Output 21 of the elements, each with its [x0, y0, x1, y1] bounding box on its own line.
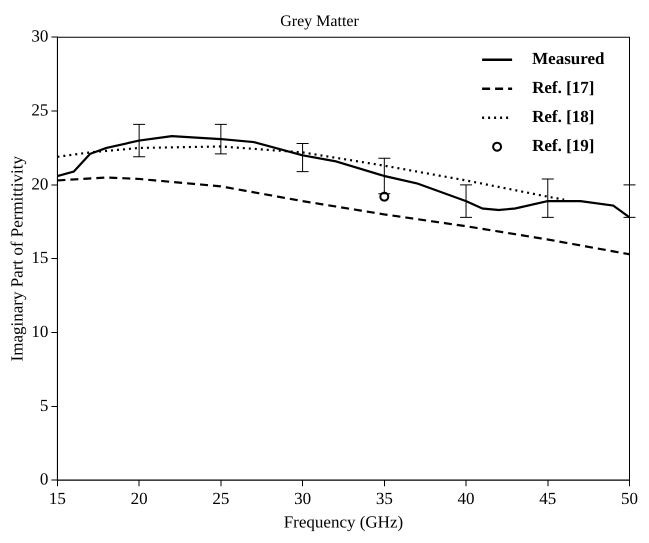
legend-label: Ref. [19]: [532, 136, 594, 156]
y-tick-label: 20: [31, 174, 48, 194]
x-tick-label: 45: [539, 488, 556, 508]
chart-title: Grey Matter: [280, 12, 360, 30]
x-tick-label: 40: [458, 488, 475, 508]
y-tick-label: 5: [40, 396, 48, 415]
y-axis-title: Imaginary Part of Permittivity: [8, 156, 27, 362]
y-tick-label: 30: [31, 26, 48, 46]
y-tick-label: 0: [40, 470, 48, 489]
y-tick-label: 10: [31, 322, 48, 341]
x-tick-label: 35: [376, 488, 393, 508]
legend-label: Measured: [532, 49, 606, 68]
x-tick-label: 20: [130, 488, 148, 508]
legend-label: Ref. [17]: [532, 78, 594, 98]
x-tick-label: 25: [212, 488, 230, 508]
x-tick-label: 50: [621, 488, 638, 508]
y-tick-label: 15: [31, 248, 48, 268]
legend-label: Ref. [18]: [532, 107, 594, 126]
x-tick-label: 30: [294, 488, 312, 508]
x-axis-title: Frequency (GHz): [284, 512, 404, 532]
y-tick-label: 25: [31, 100, 48, 120]
